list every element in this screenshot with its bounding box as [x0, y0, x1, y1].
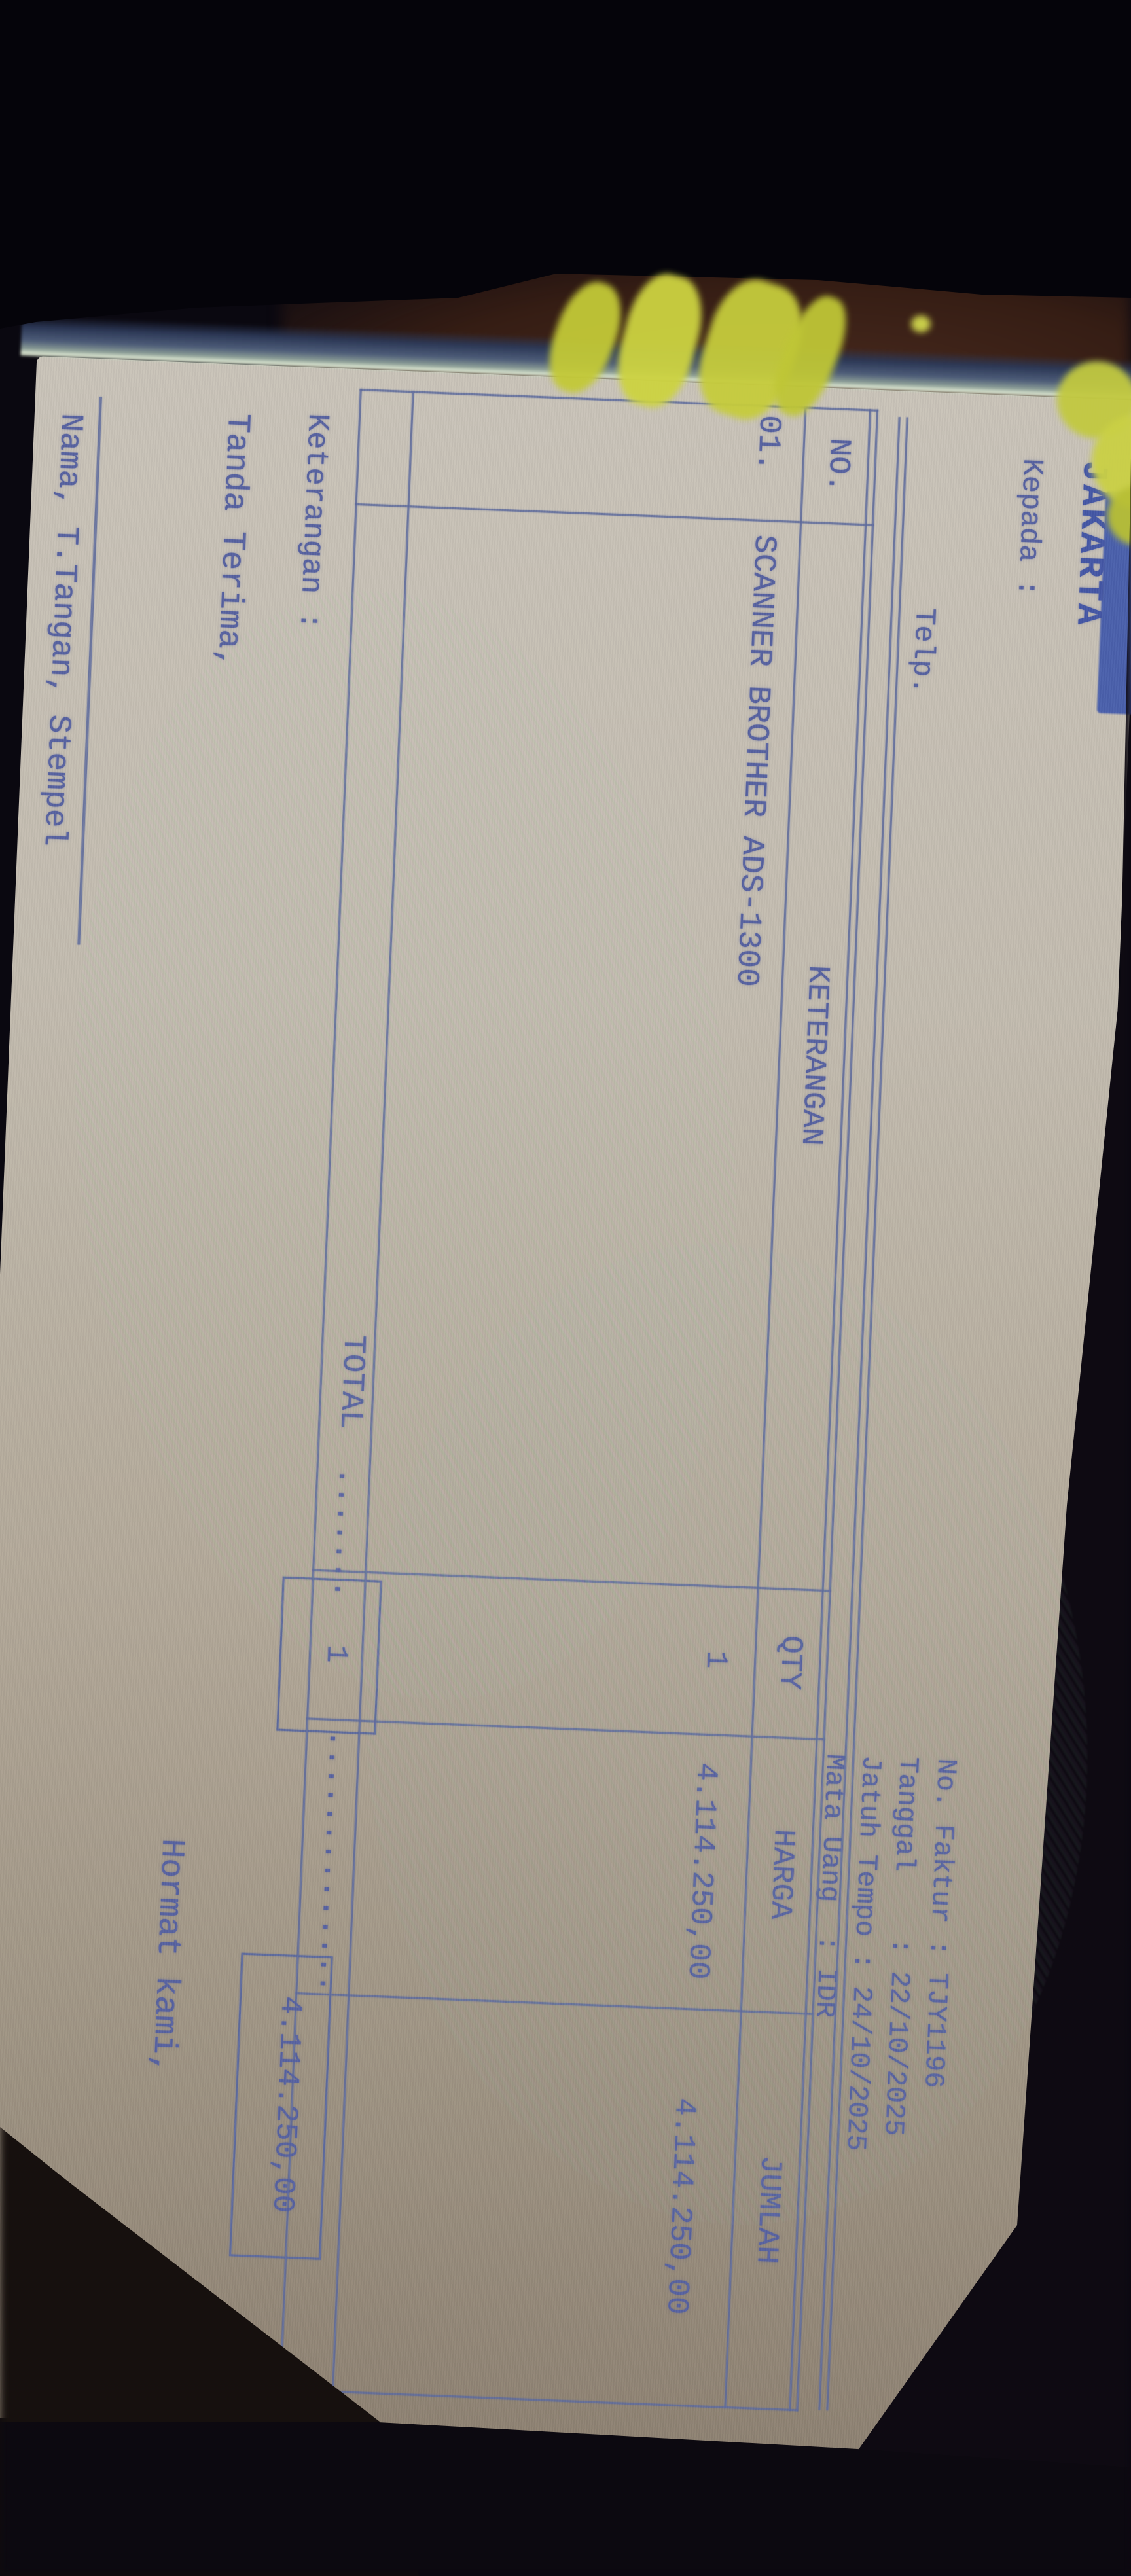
item-row-keterangan: SCANNER BROTHER ADS-1300 — [728, 533, 782, 988]
telp-label: Telp. — [904, 607, 941, 695]
yellow-dot-small — [911, 315, 931, 332]
nama-ttangan-stempel-label: Nama, T.Tangan, Stempel — [35, 412, 88, 848]
phone-dark-background — [0, 0, 1131, 329]
kepada-label: Kepada : — [1009, 457, 1049, 598]
hormat-kami-label: Hormat kami, — [143, 1838, 190, 2075]
header-no: NO. — [820, 437, 857, 493]
table-divider-no — [355, 503, 874, 526]
item-row-no: 01. — [749, 414, 787, 473]
